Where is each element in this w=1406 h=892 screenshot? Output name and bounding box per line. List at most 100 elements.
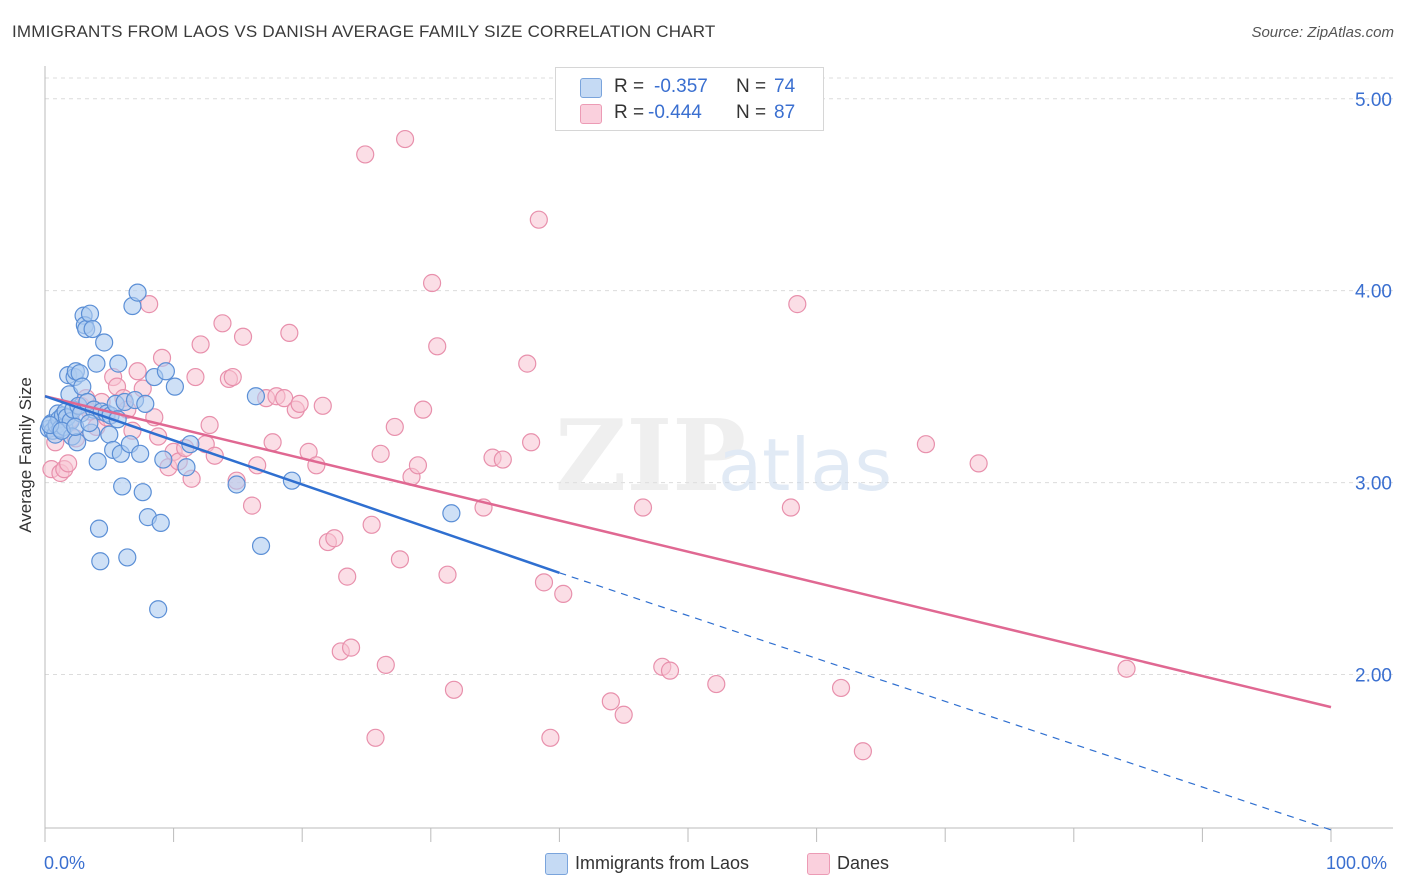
legend-n-label: N = bbox=[736, 102, 767, 123]
x-axis-max-label: 100.0% bbox=[1326, 853, 1388, 873]
axes bbox=[44, 66, 1393, 842]
danes-point bbox=[290, 394, 309, 414]
laos-point bbox=[246, 387, 266, 406]
danes-point bbox=[969, 454, 988, 473]
danes-point bbox=[831, 678, 851, 698]
laos-point bbox=[442, 504, 461, 523]
laos-point bbox=[91, 552, 110, 571]
laos-point bbox=[251, 536, 271, 556]
laos-point bbox=[227, 475, 246, 494]
legend-r-label: R = bbox=[614, 102, 645, 123]
laos-point bbox=[89, 519, 109, 538]
danes-point bbox=[541, 728, 560, 747]
legend-n-label: N = bbox=[736, 76, 767, 97]
danes-point bbox=[59, 454, 78, 473]
chart-title: IMMIGRANTS FROM LAOS VS DANISH AVERAGE F… bbox=[12, 22, 716, 41]
danes-point bbox=[853, 742, 872, 761]
laos-point bbox=[118, 548, 137, 567]
danes-point bbox=[242, 496, 262, 515]
danes-point bbox=[408, 456, 428, 475]
danes-point bbox=[522, 433, 541, 452]
danes-point bbox=[338, 567, 357, 586]
grid-lines: 2.00 3.00 4.00 5.00 bbox=[45, 77, 1393, 686]
danes-point bbox=[660, 661, 680, 680]
danes-point bbox=[554, 584, 573, 603]
danes-point bbox=[186, 367, 205, 387]
legend-swatch-laos bbox=[580, 78, 602, 98]
laos-point bbox=[87, 354, 106, 373]
legend-r-label: R = bbox=[614, 76, 645, 97]
laos-point bbox=[151, 513, 170, 532]
watermark-zip: ZIP bbox=[555, 399, 746, 514]
danes-point bbox=[362, 515, 381, 534]
laos-point bbox=[100, 425, 119, 444]
danes-point bbox=[428, 337, 447, 356]
bottom-legend-swatch-danes bbox=[807, 853, 830, 875]
danes-point bbox=[313, 396, 332, 415]
danes-point bbox=[200, 415, 219, 435]
y-tick-label: 5.00 bbox=[1355, 90, 1392, 111]
bottom-legend-swatch-laos bbox=[545, 853, 568, 875]
laos-point bbox=[133, 483, 152, 502]
laos-points bbox=[39, 283, 461, 619]
y-axis-title: Average Family Size bbox=[16, 377, 35, 533]
danes-point bbox=[223, 367, 242, 387]
laos-point bbox=[80, 413, 99, 433]
danes-point bbox=[529, 210, 548, 229]
correlation-legend: R = -0.357 N = 74 R = -0.444 N = 87 bbox=[555, 67, 824, 131]
legend-n-value-laos: 74 bbox=[774, 76, 796, 97]
laos-point bbox=[83, 319, 102, 339]
legend-r-value-danes: -0.444 bbox=[648, 102, 702, 123]
danes-point bbox=[128, 362, 147, 381]
danes-point bbox=[413, 400, 433, 419]
laos-point bbox=[165, 377, 184, 396]
laos-trend-line bbox=[44, 395, 560, 574]
danes-point bbox=[534, 573, 554, 592]
legend-n-value-danes: 87 bbox=[774, 102, 796, 123]
danes-trend-line bbox=[44, 395, 1332, 709]
danes-point bbox=[149, 427, 168, 446]
danes-point bbox=[614, 705, 633, 724]
danes-point bbox=[390, 550, 410, 569]
bottom-legend-label-laos: Immigrants from Laos bbox=[575, 853, 750, 873]
laos-trend-extension bbox=[559, 572, 1332, 831]
danes-point bbox=[438, 565, 457, 584]
danes-point bbox=[376, 655, 395, 674]
laos-point bbox=[109, 354, 128, 373]
danes-point bbox=[385, 417, 404, 437]
laos-point bbox=[156, 362, 175, 381]
danes-point bbox=[788, 295, 807, 314]
laos-point bbox=[113, 477, 132, 496]
danes-point bbox=[1117, 659, 1136, 678]
danes-point bbox=[263, 433, 282, 452]
laos-point bbox=[131, 444, 150, 463]
danes-point bbox=[213, 314, 232, 333]
legend-r-value-laos: -0.357 bbox=[654, 76, 708, 97]
laos-point bbox=[154, 450, 173, 469]
y-tick-label: 2.00 bbox=[1355, 665, 1392, 686]
watermark-atlas: atlas bbox=[718, 423, 892, 507]
watermark: ZIP atlas bbox=[555, 399, 892, 514]
danes-point bbox=[781, 498, 800, 517]
danes-point bbox=[371, 444, 390, 463]
chart-source: Source: ZipAtlas.com bbox=[1251, 24, 1394, 41]
legend-swatch-danes bbox=[580, 104, 602, 124]
danes-point bbox=[422, 273, 442, 293]
danes-point bbox=[280, 323, 299, 343]
laos-point bbox=[95, 333, 114, 352]
danes-point bbox=[601, 692, 620, 711]
danes-point bbox=[233, 327, 253, 346]
trend-lines bbox=[44, 395, 1332, 831]
laos-point bbox=[128, 283, 147, 302]
laos-point bbox=[136, 394, 155, 414]
y-tick-label: 4.00 bbox=[1355, 282, 1392, 303]
danes-point bbox=[356, 145, 375, 164]
bottom-legend-label-danes: Danes bbox=[837, 853, 890, 873]
laos-point bbox=[88, 452, 107, 471]
x-axis-min-label: 0.0% bbox=[44, 853, 86, 873]
danes-point bbox=[395, 129, 415, 149]
laos-point bbox=[149, 600, 168, 619]
laos-point bbox=[73, 377, 92, 396]
danes-point bbox=[916, 435, 936, 454]
